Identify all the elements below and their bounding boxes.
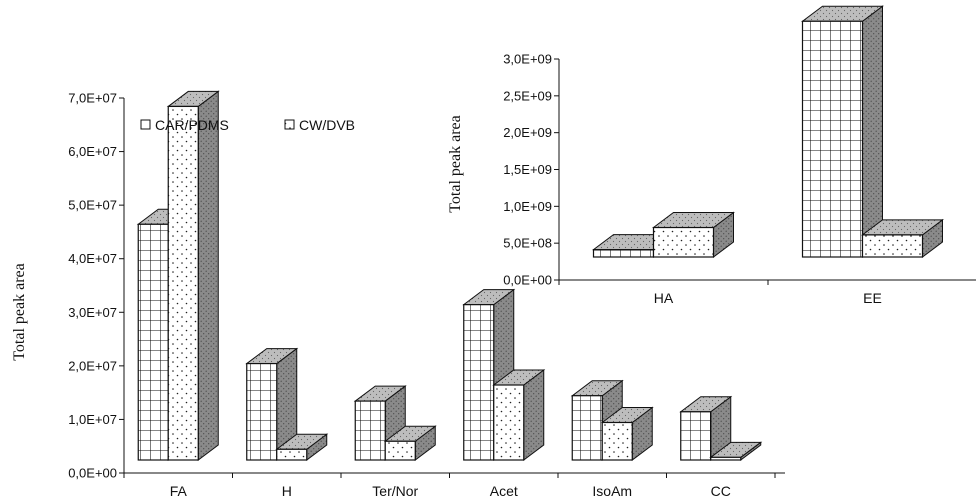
inset-y-tick-label: 5,0E+08 bbox=[503, 236, 552, 251]
inset-y-tick-label: 0,0E+00 bbox=[503, 273, 552, 288]
main-bar-acet-cw-dvb bbox=[492, 369, 546, 461]
inset-bar-front bbox=[861, 234, 924, 258]
inset-bar-ee-car-pdms bbox=[801, 5, 884, 258]
legend-item-car-pdms: CAR/PDMS bbox=[140, 117, 229, 133]
inset-bars bbox=[592, 5, 944, 258]
main-bar-isoam-cw-dvb bbox=[600, 406, 654, 461]
main-category-label-h: H bbox=[282, 483, 292, 499]
main-bars bbox=[136, 90, 763, 461]
main-bar-side bbox=[523, 369, 545, 461]
inset-category-label-ee: EE bbox=[863, 290, 882, 306]
inset-bar-ha-cw-dvb bbox=[652, 211, 735, 258]
inset-y-axis: 0,0E+00 5,0E+08 1,0E+09 1,5E+09 2,0E+09 2,5E+… bbox=[503, 52, 560, 288]
main-y-axis: 0,0E+00 1,0E+07 2,0E+07 3,0E+07 4,0E+07 5,0E+… bbox=[68, 91, 125, 481]
main-y-tick-label: 1,0E+07 bbox=[68, 412, 117, 427]
legend-swatch-cw-dvb bbox=[284, 119, 295, 130]
main-y-tick-label: 5,0E+07 bbox=[68, 198, 117, 213]
legend-swatch-car-pdms bbox=[140, 119, 151, 130]
main-bar-front bbox=[276, 448, 308, 461]
inset-bar-front bbox=[652, 226, 715, 258]
main-bar-h-car-pdms bbox=[245, 347, 299, 461]
inset-y-axis-title: Total peak area bbox=[447, 115, 464, 212]
inset-y-tick-label: 2,0E+09 bbox=[503, 125, 552, 140]
main-bar-h-cw-dvb bbox=[275, 433, 329, 461]
main-category-label-fa: FA bbox=[170, 483, 188, 499]
main-category-label-ter-nor: Ter/Nor bbox=[372, 483, 418, 499]
main-y-tick-label: 6,0E+07 bbox=[68, 144, 117, 159]
main-bar-front bbox=[384, 440, 416, 461]
legend-item-cw-dvb: CW/DVB bbox=[284, 117, 355, 133]
main-category-label-isoam: IsoAm bbox=[592, 483, 632, 499]
main-legend: CAR/PDMS CW/DVB bbox=[140, 117, 355, 133]
inset-category-label-ha: HA bbox=[654, 290, 674, 306]
main-y-axis-title: Total peak area bbox=[11, 263, 28, 360]
main-bar-ter-nor-cw-dvb bbox=[383, 425, 437, 461]
main-bar-cc-car-pdms bbox=[679, 395, 733, 461]
main-bar-front bbox=[246, 362, 278, 461]
main-x-axis: FA H Ter/Nor Acet IsoAm CC bbox=[123, 472, 785, 499]
main-bar-fa-cw-dvb bbox=[166, 90, 220, 461]
inset-chart: 0,0E+00 5,0E+08 1,0E+09 1,5E+09 2,0E+09 2,5E+… bbox=[447, 5, 976, 306]
inset-x-axis: HA EE bbox=[558, 279, 976, 306]
legend-label-car-pdms: CAR/PDMS bbox=[155, 117, 229, 133]
inset-y-tick-label: 3,0E+09 bbox=[503, 52, 552, 67]
main-y-tick-label: 4,0E+07 bbox=[68, 251, 117, 266]
main-bar-front bbox=[167, 105, 199, 461]
main-category-label-acet: Acet bbox=[490, 483, 518, 499]
inset-bar-front bbox=[801, 20, 864, 258]
main-bar-cc-cw-dvb bbox=[709, 441, 763, 461]
main-bar-side bbox=[197, 90, 219, 461]
legend-label-cw-dvb: CW/DVB bbox=[299, 117, 355, 133]
main-bar-front bbox=[493, 384, 525, 461]
main-bar-front bbox=[680, 411, 712, 461]
main-bar-front bbox=[571, 395, 603, 461]
main-y-tick-label: 0,0E+00 bbox=[68, 466, 117, 481]
main-chart: 0,0E+00 1,0E+07 2,0E+07 3,0E+07 4,0E+07 5,0E+… bbox=[11, 90, 785, 499]
inset-bar-side bbox=[862, 5, 883, 258]
main-y-tick-label: 7,0E+07 bbox=[68, 91, 117, 106]
main-y-tick-label: 2,0E+07 bbox=[68, 358, 117, 373]
inset-y-tick-label: 2,5E+09 bbox=[503, 88, 552, 103]
inset-y-tick-label: 1,5E+09 bbox=[503, 162, 552, 177]
main-category-label-cc: CC bbox=[711, 483, 731, 499]
main-bar-front bbox=[710, 456, 742, 461]
main-bar-front bbox=[463, 304, 495, 461]
main-y-tick-label: 3,0E+07 bbox=[68, 305, 117, 320]
main-bar-front bbox=[354, 400, 386, 461]
inset-y-tick-label: 1,0E+09 bbox=[503, 199, 552, 214]
inset-bar-ee-cw-dvb bbox=[861, 218, 944, 258]
main-bar-front bbox=[137, 223, 169, 461]
main-bar-front bbox=[601, 421, 633, 461]
inset-bar-front bbox=[592, 249, 655, 258]
